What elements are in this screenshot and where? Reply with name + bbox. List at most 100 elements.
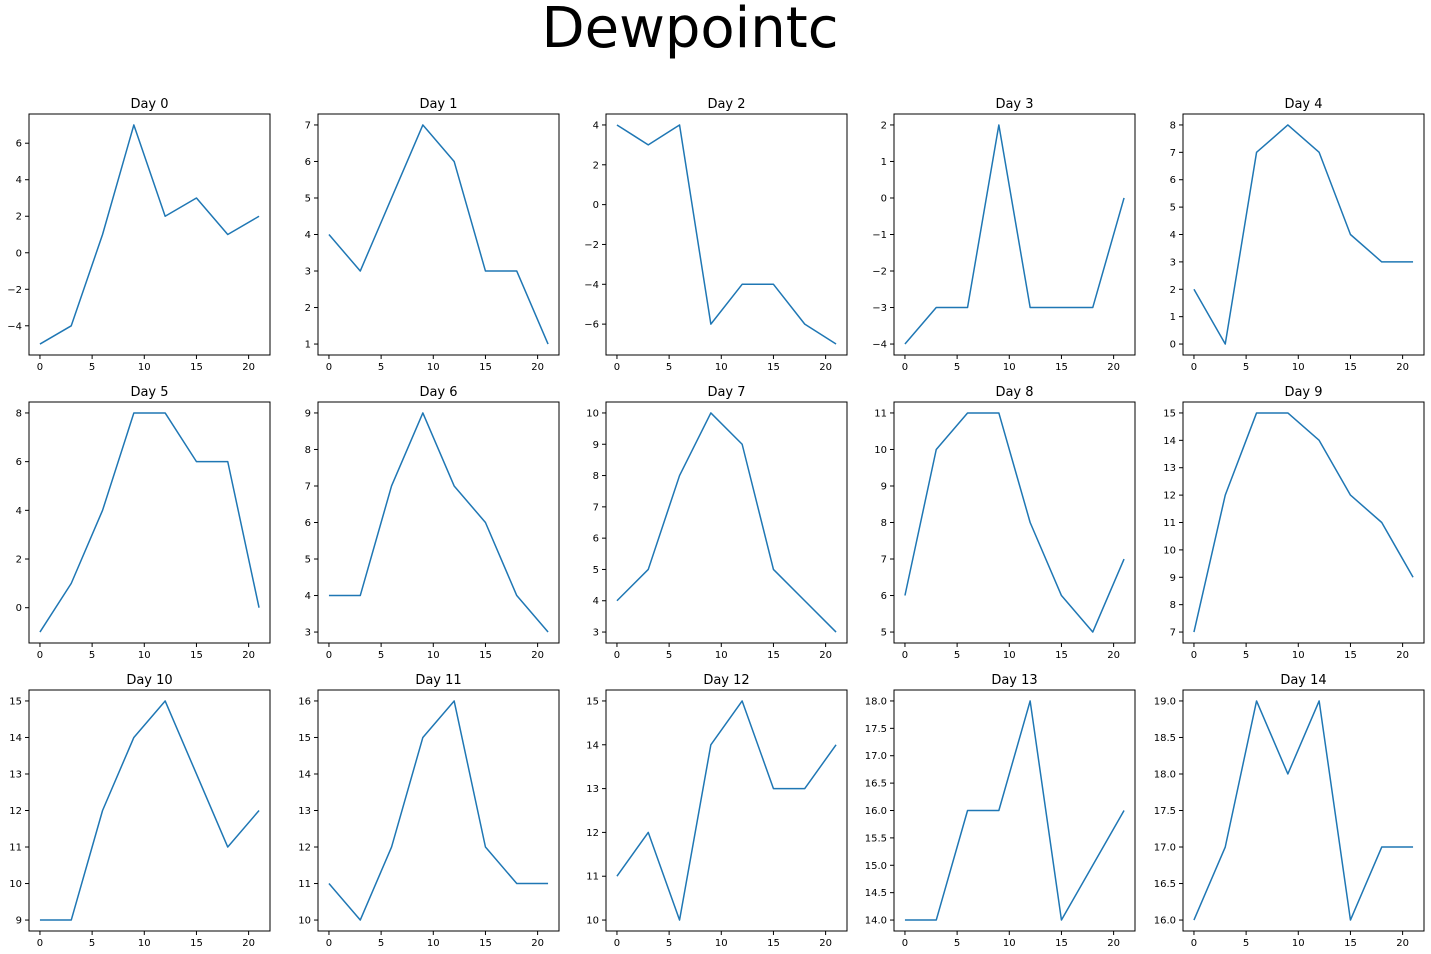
y-tick-label: 3 <box>1170 257 1176 268</box>
x-tick-label: 5 <box>378 938 384 949</box>
y-tick-label: 4 <box>16 506 22 517</box>
x-tick-label: 10 <box>1003 362 1016 373</box>
y-tick-label: 15.5 <box>865 833 887 844</box>
series-line <box>39 124 260 345</box>
subplot-title: Day 8 <box>995 385 1033 400</box>
figure-title: Dewpointc <box>542 0 839 61</box>
x-tick-label: 0 <box>326 938 332 949</box>
y-tick-label: 7 <box>881 555 887 566</box>
y-tick-label: 8 <box>1170 120 1176 131</box>
subplot-title: Day 14 <box>1280 673 1326 688</box>
y-tick-label: 8 <box>881 518 887 529</box>
x-tick-label: 0 <box>614 650 620 661</box>
subplot-day-1: Day 1 0 5 10 15 20 1 2 3 4 5 6 7 <box>305 97 560 373</box>
subplot-title: Day 3 <box>995 97 1033 112</box>
x-tick-label: 0 <box>1191 362 1197 373</box>
y-tick-label: 4 <box>1170 230 1176 241</box>
x-tick-label: 0 <box>326 650 332 661</box>
x-tick-label: 15 <box>1055 650 1068 661</box>
x-tick-label: 0 <box>1191 938 1197 949</box>
x-tick-label: 15 <box>190 650 203 661</box>
y-tick-label: 15 <box>1163 408 1176 419</box>
subplot-day-13: Day 13 0 5 10 15 20 14.0 14.5 15.0 15.5 16.0 16.5 17… <box>865 673 1136 949</box>
y-tick-label: 10 <box>586 916 599 927</box>
x-tick-label: 0 <box>37 362 43 373</box>
x-tick-label: 5 <box>666 650 672 661</box>
x-tick-label: 10 <box>1292 362 1305 373</box>
subplot-day-11: Day 11 0 5 10 15 20 10 11 12 13 14 15 16 <box>298 673 560 949</box>
y-tick-label: −1 <box>872 230 887 241</box>
y-tick-label: 6 <box>305 518 311 529</box>
y-tick-label: 8 <box>16 408 22 419</box>
y-tick-label: 7 <box>305 481 311 492</box>
x-tick-label: 10 <box>427 362 440 373</box>
y-tick-label: 2 <box>305 303 311 314</box>
y-tick-label: −4 <box>584 280 599 291</box>
x-tick-label: 5 <box>378 362 384 373</box>
y-tick-label: 13 <box>9 769 22 780</box>
subplot-title: Day 10 <box>126 673 172 688</box>
series-line <box>39 700 260 921</box>
x-tick-label: 15 <box>767 362 780 373</box>
series-line <box>1193 700 1414 921</box>
y-tick-label: 6 <box>1170 175 1176 186</box>
x-tick-label: 10 <box>138 650 151 661</box>
x-tick-label: 20 <box>531 650 544 661</box>
y-tick-label: 17.0 <box>1154 843 1176 854</box>
x-tick-label: 5 <box>89 650 95 661</box>
subplot-title: Day 12 <box>703 673 749 688</box>
axes-frame <box>317 689 560 932</box>
subplot-title: Day 5 <box>130 385 168 400</box>
x-tick-label: 20 <box>242 650 255 661</box>
y-tick-label: 16.5 <box>1154 879 1176 890</box>
y-tick-label: −2 <box>872 267 887 278</box>
series-line <box>616 124 837 345</box>
y-tick-label: 3 <box>305 628 311 639</box>
x-tick-label: 15 <box>767 938 780 949</box>
x-tick-label: 0 <box>1191 650 1197 661</box>
subplot-day-3: Day 3 0 5 10 15 20 −4 −3 −2 −1 0 1 2 <box>872 97 1136 373</box>
y-tick-label: 12 <box>586 828 599 839</box>
axes-frame <box>893 401 1136 644</box>
x-tick-label: 20 <box>242 362 255 373</box>
y-tick-label: −2 <box>584 240 599 251</box>
y-tick-label: −4 <box>872 340 887 351</box>
y-tick-label: 0 <box>1170 340 1176 351</box>
y-tick-label: 14.0 <box>865 916 887 927</box>
subplot-title: Day 6 <box>419 385 457 400</box>
y-tick-label: 9 <box>593 440 599 451</box>
x-tick-label: 15 <box>1344 650 1357 661</box>
series-line <box>328 700 549 921</box>
axes-frame <box>317 113 560 356</box>
y-tick-label: 1 <box>305 340 311 351</box>
y-tick-label: 14.5 <box>865 888 887 899</box>
axes-frame <box>605 689 848 932</box>
y-tick-label: 1 <box>881 157 887 168</box>
y-tick-label: 4 <box>593 596 599 607</box>
y-tick-label: 14 <box>298 769 311 780</box>
subplot-title: Day 13 <box>991 673 1037 688</box>
y-tick-label: 11 <box>586 872 599 883</box>
y-tick-label: 17.5 <box>1154 806 1176 817</box>
y-tick-label: 19.0 <box>1154 696 1176 707</box>
subplot-title: Day 0 <box>130 97 168 112</box>
y-tick-label: 13 <box>586 784 599 795</box>
y-tick-label: −4 <box>7 321 22 332</box>
y-tick-label: 0 <box>16 603 22 614</box>
subplot-title: Day 9 <box>1284 385 1322 400</box>
y-tick-label: 10 <box>9 879 22 890</box>
y-tick-label: 11 <box>1163 518 1176 529</box>
y-tick-label: 10 <box>874 445 887 456</box>
x-tick-label: 20 <box>1396 650 1409 661</box>
x-tick-label: 20 <box>819 650 832 661</box>
x-tick-label: 0 <box>902 362 908 373</box>
x-tick-label: 10 <box>1292 938 1305 949</box>
y-tick-label: 8 <box>305 445 311 456</box>
y-tick-label: 4 <box>16 175 22 186</box>
subplot-day-0: Day 0 0 5 10 15 20 −4 −2 0 2 4 6 <box>7 97 271 373</box>
x-tick-label: 20 <box>819 362 832 373</box>
axes-frame <box>893 113 1136 356</box>
x-tick-label: 10 <box>138 362 151 373</box>
y-tick-label: 10 <box>586 408 599 419</box>
x-tick-label: 0 <box>37 938 43 949</box>
